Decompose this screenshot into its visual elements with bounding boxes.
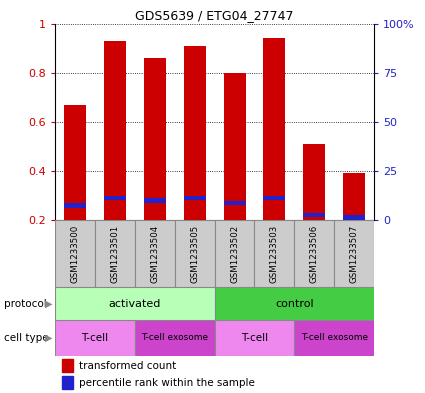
Bar xyxy=(64,105,86,220)
Bar xyxy=(55,287,215,320)
Text: ▶: ▶ xyxy=(45,333,52,343)
Bar xyxy=(175,220,215,287)
Bar xyxy=(144,58,166,220)
Bar xyxy=(104,196,126,200)
Bar xyxy=(303,213,325,217)
Bar xyxy=(215,320,294,356)
Text: GSM1233506: GSM1233506 xyxy=(310,224,319,283)
Bar xyxy=(184,46,206,220)
Bar xyxy=(135,320,215,356)
Text: ▶: ▶ xyxy=(45,299,52,309)
Text: GSM1233502: GSM1233502 xyxy=(230,224,239,283)
Bar xyxy=(104,41,126,220)
Bar xyxy=(55,320,135,356)
Bar xyxy=(215,287,374,320)
Text: GSM1233507: GSM1233507 xyxy=(350,224,359,283)
Bar xyxy=(224,201,246,205)
Title: GDS5639 / ETG04_27747: GDS5639 / ETG04_27747 xyxy=(136,9,294,22)
Text: T-cell exosome: T-cell exosome xyxy=(141,334,208,342)
Text: T-cell: T-cell xyxy=(241,333,268,343)
Text: T-cell exosome: T-cell exosome xyxy=(300,334,368,342)
Bar xyxy=(224,73,246,220)
Bar xyxy=(64,203,86,208)
Text: GSM1233503: GSM1233503 xyxy=(270,224,279,283)
Text: GSM1233504: GSM1233504 xyxy=(150,224,159,283)
Bar xyxy=(62,376,73,389)
Text: percentile rank within the sample: percentile rank within the sample xyxy=(79,378,255,388)
Bar xyxy=(264,196,285,200)
Bar xyxy=(144,198,166,203)
Bar xyxy=(62,359,73,373)
Text: T-cell: T-cell xyxy=(82,333,109,343)
Bar xyxy=(294,220,334,287)
Bar xyxy=(343,215,365,220)
Bar xyxy=(264,38,285,220)
Bar xyxy=(294,320,374,356)
Text: protocol: protocol xyxy=(4,299,47,309)
Text: activated: activated xyxy=(109,299,161,309)
Text: control: control xyxy=(275,299,314,309)
Bar xyxy=(255,220,294,287)
Bar xyxy=(215,220,255,287)
Text: GSM1233501: GSM1233501 xyxy=(110,224,119,283)
Bar xyxy=(55,220,95,287)
Text: transformed count: transformed count xyxy=(79,361,176,371)
Bar xyxy=(334,220,374,287)
Bar xyxy=(95,220,135,287)
Bar xyxy=(343,173,365,220)
Bar xyxy=(303,144,325,220)
Bar xyxy=(184,196,206,200)
Text: GSM1233500: GSM1233500 xyxy=(71,224,79,283)
Text: cell type: cell type xyxy=(4,333,49,343)
Bar xyxy=(135,220,175,287)
Text: GSM1233505: GSM1233505 xyxy=(190,224,199,283)
